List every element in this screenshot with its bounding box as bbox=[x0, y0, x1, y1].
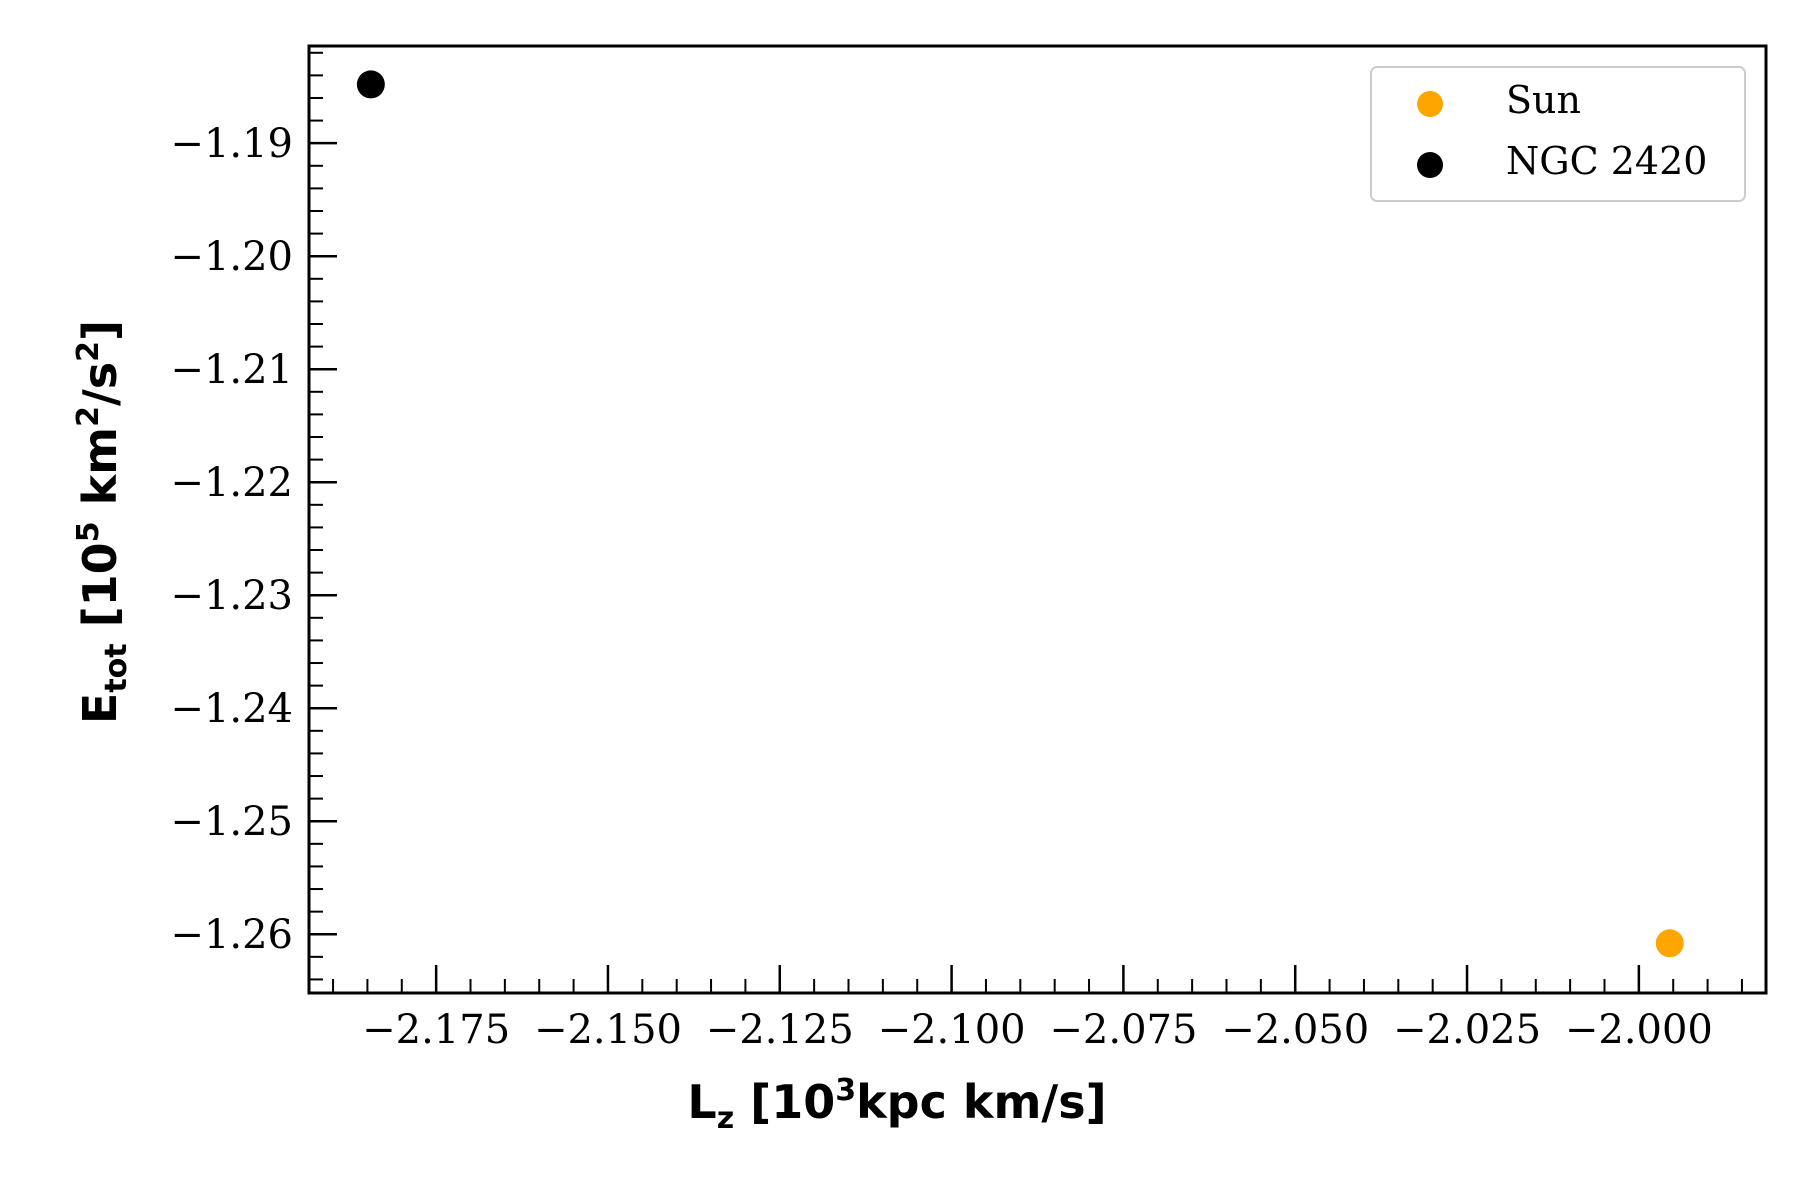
x-axis-label-sub: z bbox=[717, 1101, 734, 1136]
legend-marker-sun bbox=[1417, 91, 1443, 117]
legend-box bbox=[1370, 66, 1746, 202]
y-tick-label: −1.21 bbox=[170, 347, 293, 393]
y-axis-label-sup2: 2 bbox=[71, 406, 106, 427]
y-axis-label-post: ] bbox=[73, 320, 127, 341]
y-tick-label: −1.20 bbox=[170, 234, 293, 280]
legend-marker-ngc-2420 bbox=[1417, 152, 1443, 178]
x-axis-label-post: kpc km/s] bbox=[856, 1075, 1107, 1129]
y-axis-label-sup3: 2 bbox=[71, 341, 106, 362]
y-axis-label-main: E bbox=[73, 693, 127, 724]
x-tick-label: −2.050 bbox=[1221, 1007, 1369, 1053]
y-tick-label: −1.19 bbox=[170, 121, 293, 167]
x-axis-label: Lz [103kpc km/s] bbox=[687, 1073, 1106, 1136]
x-tick-label: −2.075 bbox=[1049, 1007, 1197, 1053]
legend-label-ngc-2420: NGC 2420 bbox=[1506, 139, 1707, 183]
x-tick-label: −2.025 bbox=[1393, 1007, 1541, 1053]
x-axis-label-main: L bbox=[687, 1075, 716, 1129]
y-tick-label: −1.24 bbox=[170, 686, 293, 732]
x-tick-label: −2.150 bbox=[534, 1007, 682, 1053]
legend: Sun NGC 2420 bbox=[1370, 66, 1746, 202]
y-axis-label-mid2: /s bbox=[73, 362, 127, 406]
x-tick-labels: −2.175 −2.150 −2.125 −2.100 −2.075 −2.050 −2.0… bbox=[362, 1007, 1713, 1053]
legend-label-sun: Sun bbox=[1506, 78, 1581, 122]
data-points bbox=[356, 70, 1684, 958]
y-axis-label-sup1: 5 bbox=[71, 521, 106, 542]
data-point-sun bbox=[1655, 929, 1684, 958]
x-axis-label-sup: 3 bbox=[835, 1073, 856, 1108]
y-tick-label: −1.23 bbox=[170, 573, 293, 619]
major-ticks bbox=[309, 141, 1641, 993]
x-tick-label: −2.000 bbox=[1565, 1007, 1713, 1053]
minor-ticks bbox=[309, 51, 1743, 993]
y-tick-label: −1.22 bbox=[170, 460, 293, 506]
y-tick-label: −1.25 bbox=[170, 799, 293, 845]
data-point-ngc-2420 bbox=[356, 70, 385, 99]
y-axis-label-pre: [10 bbox=[73, 542, 127, 643]
y-axis-label-sub: tot bbox=[99, 643, 134, 692]
y-tick-labels: −1.19 −1.20 −1.21 −1.22 −1.23 −1.24 −1.25 −1.26 bbox=[170, 121, 293, 958]
x-tick-label: −2.100 bbox=[878, 1007, 1026, 1053]
y-axis-label-mid: km bbox=[73, 427, 127, 522]
plot-frame bbox=[307, 44, 1768, 995]
x-tick-label: −2.125 bbox=[706, 1007, 854, 1053]
x-tick-label: −2.175 bbox=[362, 1007, 510, 1053]
y-axis-label: Etot [105 km2/s2] bbox=[71, 320, 134, 724]
x-axis-label-pre: [10 bbox=[734, 1075, 835, 1129]
y-tick-label: −1.26 bbox=[170, 912, 293, 958]
